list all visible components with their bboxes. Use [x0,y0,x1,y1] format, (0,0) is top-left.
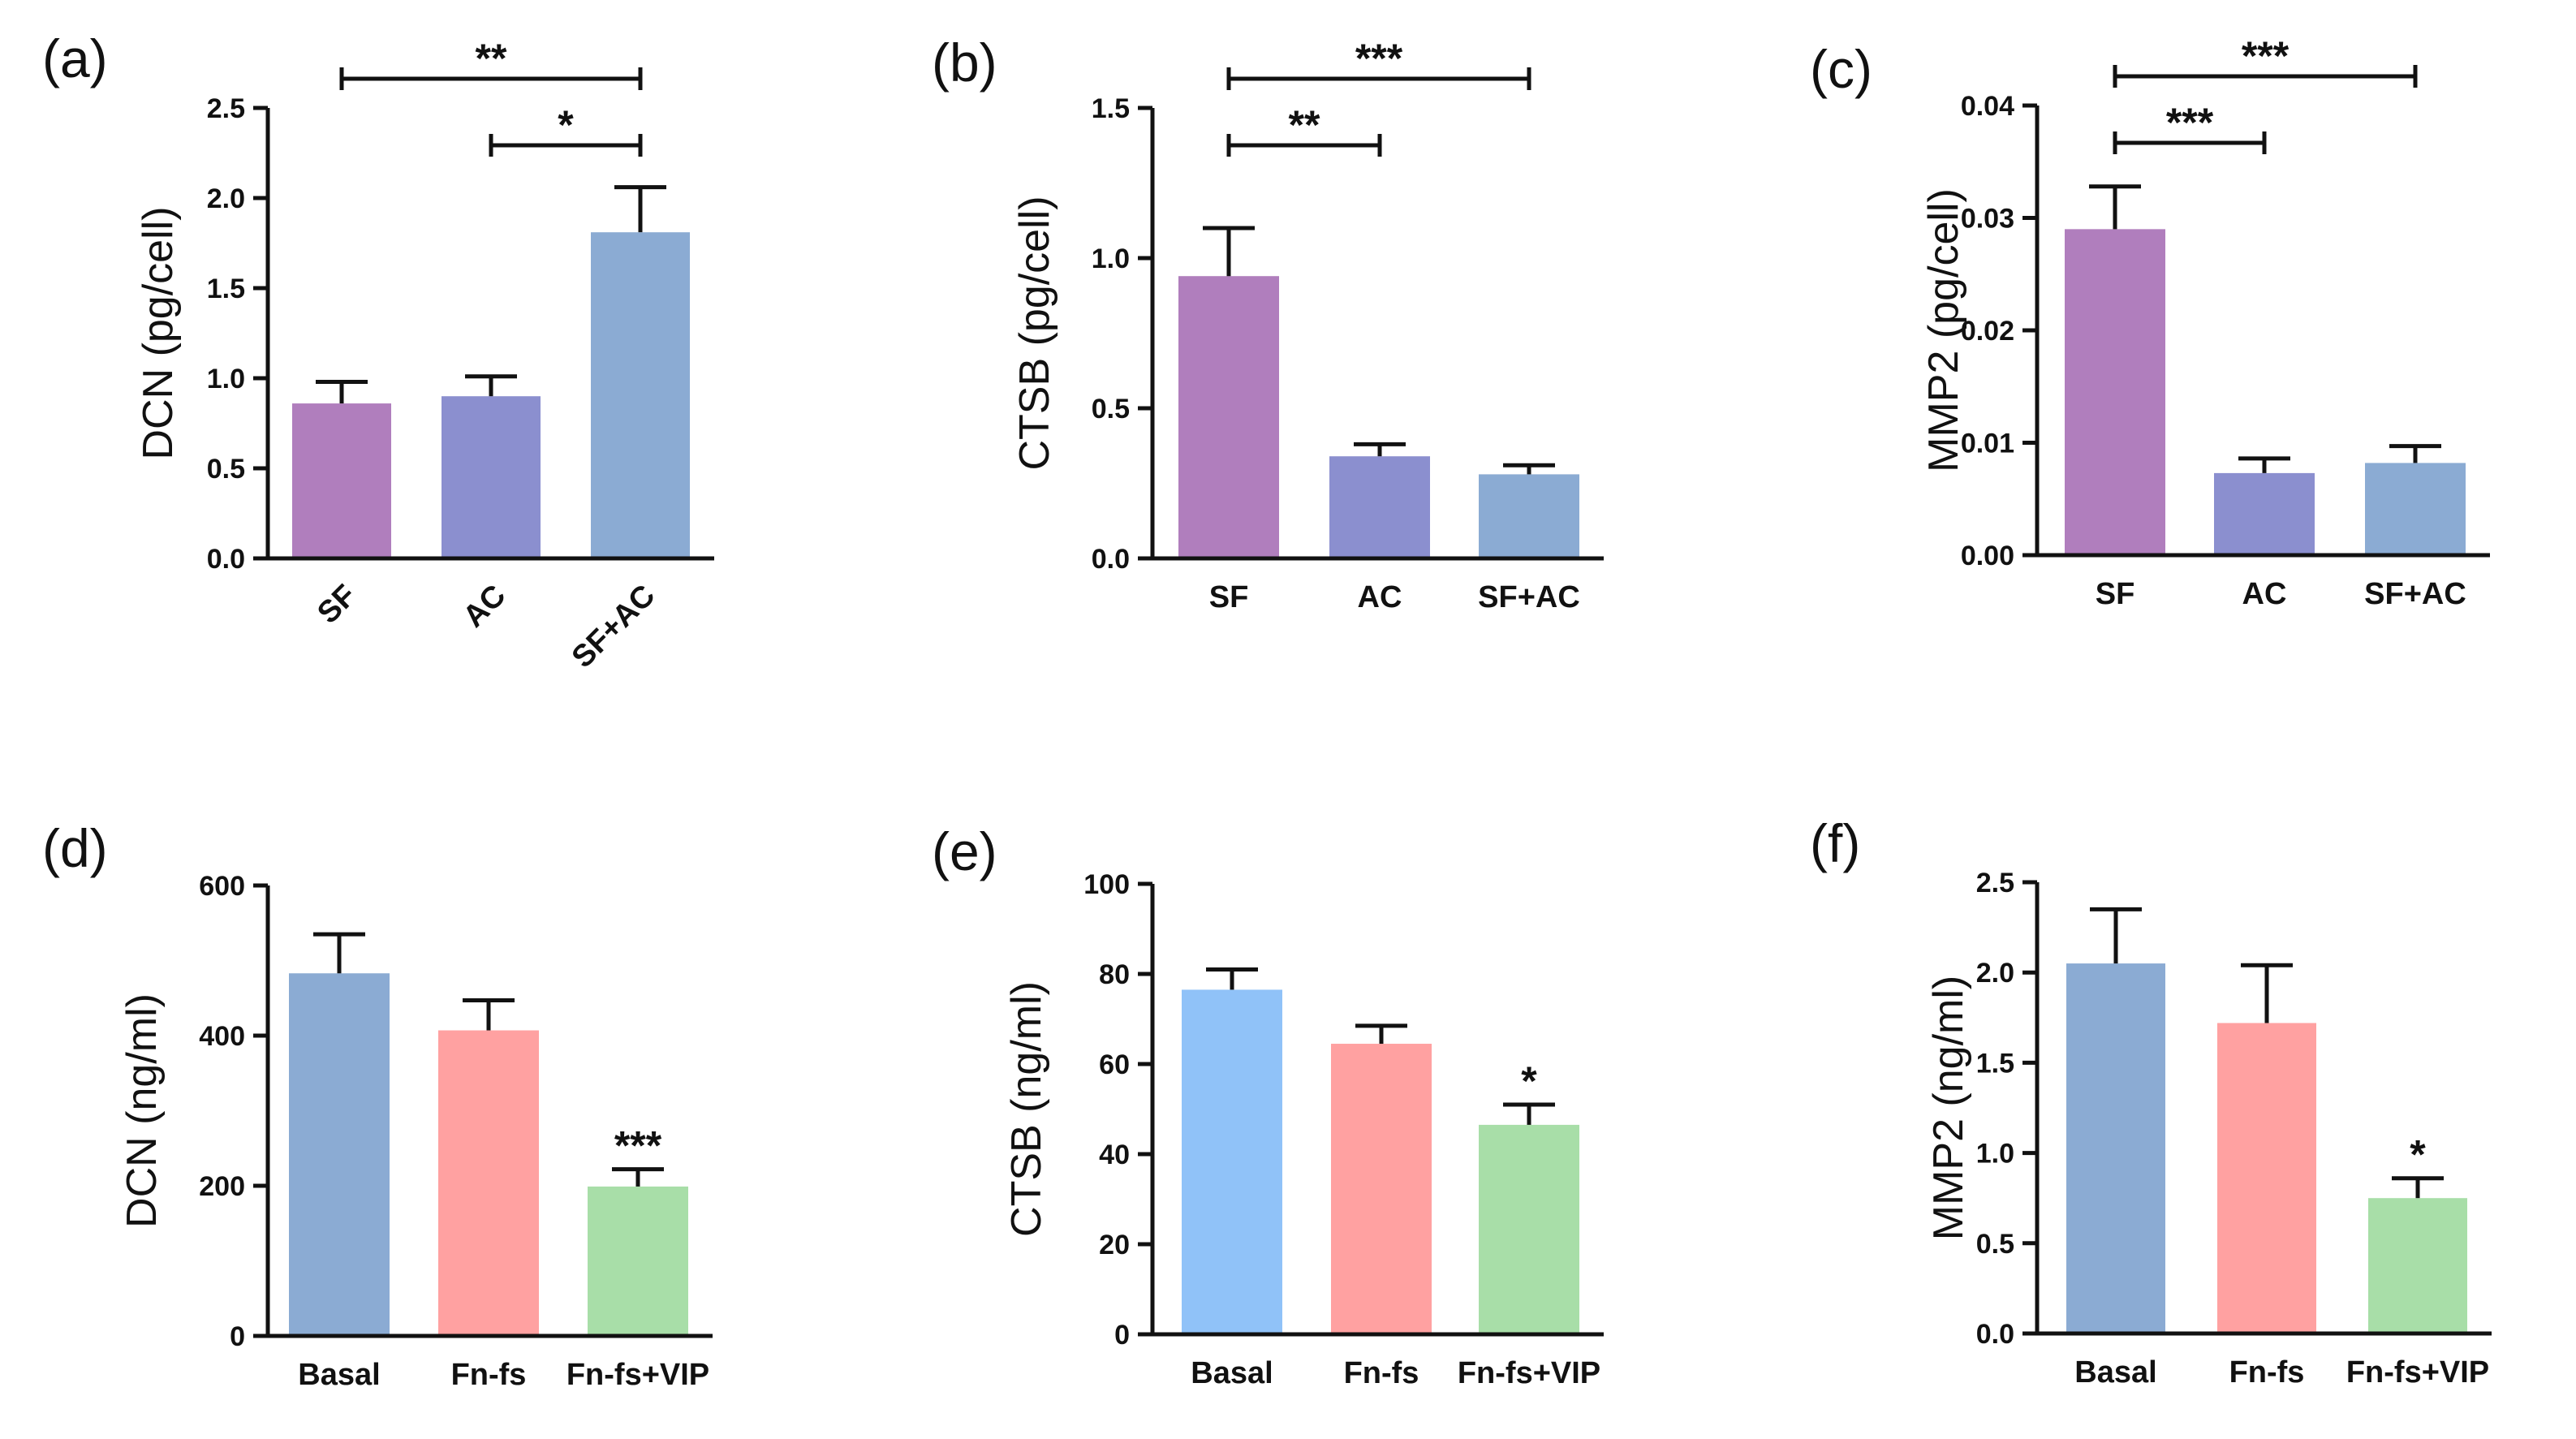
significance-label: ** [476,36,507,81]
y-tick-label: 0.0 [1976,1319,2014,1350]
y-tick-label: 1.0 [1976,1139,2014,1170]
bar-sf-ac [2365,463,2466,555]
panel-d: (d) DCN (ng/ml) *** 0 200 400 600 Basal Fn-fs Fn-… [42,818,713,1392]
y-tick-label: 0.0 [207,544,245,575]
y-tick-label: 1.5 [1976,1048,2014,1079]
y-tick-label: 0.5 [1976,1229,2014,1260]
y-tick-label: 40 [1099,1140,1130,1170]
y-tick-label: 0.5 [1092,394,1130,424]
panel-label: (d) [42,818,108,878]
y-tick-label: 20 [1099,1230,1130,1260]
bar-ac [2214,472,2315,555]
y-axis-label: MMP2 (pg/cell) [1920,188,1967,472]
y-tick-label: 0 [230,1321,245,1352]
significance-label: *** [2242,33,2290,79]
bar-sf [292,403,391,558]
x-category-label: Basal [298,1358,380,1392]
y-tick-label: 1.5 [207,274,245,304]
x-category-label: SF+AC [2364,577,2466,611]
bar-fn-fs [2217,1023,2316,1333]
x-category-label: Fn-fs+VIP [1458,1356,1600,1390]
y-tick-label: 2.0 [1976,958,2014,989]
y-tick-label: 0.5 [207,454,245,485]
significance-label: *** [614,1123,662,1169]
bar-fn-fs-vip [1479,1124,1579,1334]
significance-label: *** [1355,36,1403,81]
y-tick-label: 200 [199,1171,245,1202]
x-category-label: AC [1358,580,1402,614]
x-category-label: SF+AC [1478,580,1580,614]
panel-label: (b) [932,32,997,93]
y-tick-label: 2.0 [207,183,245,214]
significance-label: *** [2166,100,2214,145]
panel-label: (f) [1810,813,1860,873]
significance-label: ** [1289,102,1320,148]
y-axis-label: DCN (ng/ml) [118,993,166,1228]
panel-e: (e) CTSB (ng/ml) * 0 20 40 60 80 100 Basal Fn-fs Fn… [932,821,1604,1390]
bar-sf [2065,229,2165,555]
y-axis-label: DCN (pg/cell) [135,206,182,459]
panel-label: (e) [932,821,997,881]
x-category-label: AC [2242,577,2287,611]
y-axis-label: MMP2 (ng/ml) [1925,976,1972,1240]
bar-basal [2066,963,2165,1333]
x-category-label: SF [2096,577,2135,611]
x-category-label: SF [311,579,363,631]
y-tick-label: 0 [1114,1320,1130,1351]
y-tick-label: 1.0 [1092,243,1130,274]
y-tick-label: 100 [1083,869,1130,900]
bar-ac [1329,456,1430,558]
bar-basal [1182,989,1282,1334]
y-tick-label: 2.5 [207,93,245,124]
y-tick-label: 1.5 [1092,93,1130,124]
x-category-label: SF [1209,580,1249,614]
y-tick-label: 0.00 [1961,541,2014,571]
x-category-label: Basal [1191,1356,1273,1390]
y-tick-label: 0.03 [1961,204,2014,235]
y-tick-label: 400 [199,1021,245,1052]
y-tick-label: 0.04 [1961,91,2014,122]
x-category-label: Fn-fs [451,1358,527,1392]
x-category-label: Fn-fs+VIP [566,1358,709,1392]
panel-label: (c) [1810,39,1872,99]
x-category-label: SF+AC [566,579,662,675]
x-category-label: Fn-fs [2229,1355,2305,1389]
x-category-label: Basal [2074,1355,2156,1389]
x-category-label: AC [457,579,513,635]
significance-label: * [1521,1058,1537,1104]
y-tick-label: 600 [199,871,245,902]
panel-b: (b) CTSB (pg/cell) 0.0 0.5 1.0 1.5 SF AC SF+AC **… [932,32,1604,614]
panel-c: (c) MMP2 (pg/cell) 0.00 0.01 0.02 0.03 0.04 SF A… [1810,33,2490,611]
bar-sf-ac [591,232,690,558]
panel-a: (a) DCN (pg/cell) 0.0 0.5 1.0 1.5 2.0 2.5 SF AC SF… [42,28,714,674]
bar-sf [1178,276,1279,558]
y-tick-label: 0.01 [1961,429,2014,459]
bar-basal [289,973,390,1336]
y-tick-label: 2.5 [1976,868,2014,898]
y-axis-label: CTSB (ng/ml) [1003,981,1050,1237]
bar-fn-fs-vip [588,1186,688,1336]
significance-label: * [2410,1132,2426,1178]
y-tick-label: 1.0 [207,364,245,394]
y-axis-label: CTSB (pg/cell) [1011,196,1058,470]
bar-sf-ac [1479,474,1579,558]
bar-fn-fs [438,1030,539,1336]
bar-fn-fs-vip [2368,1198,2467,1333]
y-tick-label: 60 [1099,1049,1130,1080]
bar-ac [442,396,541,558]
y-tick-label: 80 [1099,959,1130,990]
panel-f: (f) MMP2 (ng/ml) * 0.0 0.5 1.0 1.5 2.0 2.5 Basal F… [1810,813,2492,1389]
x-category-label: Fn-fs+VIP [2346,1355,2489,1389]
x-category-label: Fn-fs [1344,1356,1419,1390]
y-tick-label: 0.0 [1092,544,1130,575]
bar-fn-fs [1331,1044,1432,1334]
y-tick-label: 0.02 [1961,316,2014,347]
significance-label: * [558,102,574,148]
panel-label: (a) [42,28,108,88]
